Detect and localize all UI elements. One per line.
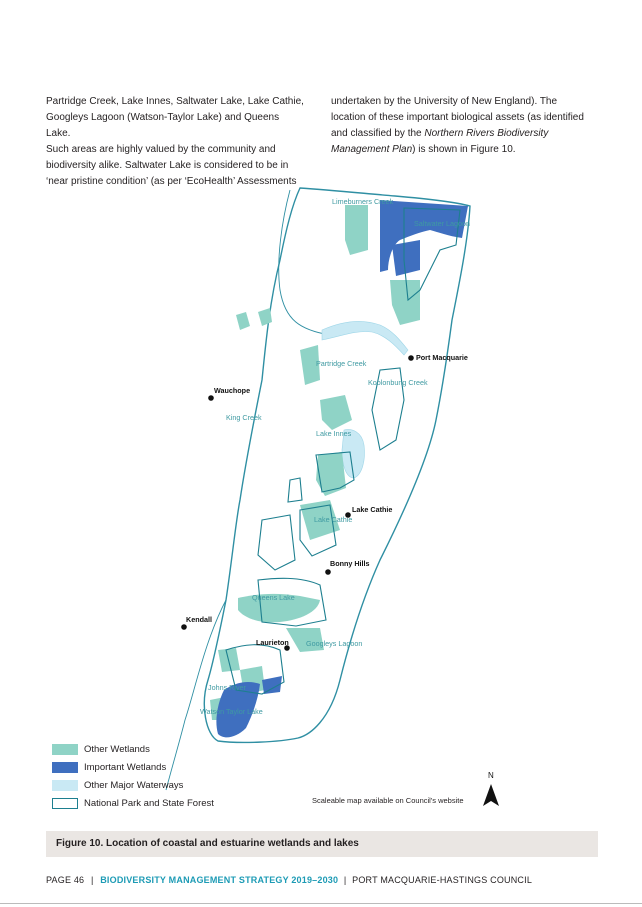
town-label: Laurieton [256, 638, 289, 647]
label-koolonbung-creek: Koolonbung Creek [368, 378, 428, 387]
body-text-line: location of these important biological a… [331, 112, 584, 123]
river-line [165, 599, 227, 791]
town-marker-lake-cathie: Lake Cathie [345, 505, 392, 518]
bottom-rule [0, 903, 642, 904]
legend-swatch [52, 761, 78, 773]
legend-label: Other Major Waterways [84, 779, 184, 791]
river-line [278, 189, 331, 336]
legend-label: National Park and State Forest [84, 797, 214, 809]
legend-swatch [52, 779, 78, 791]
body-text-line: Partridge Creek, Lake Innes, Saltwater L… [46, 96, 304, 107]
body-text-right-column: undertaken by the University of New Engl… [331, 94, 591, 158]
footer-separator: | [90, 875, 94, 885]
town-label: Port Macquarie [416, 353, 468, 362]
legend-swatch [52, 797, 78, 809]
label-limeburners-creek: Limeburners Creek [332, 197, 394, 206]
north-arrow-icon: N [483, 771, 499, 806]
town-label: Lake Cathie [352, 505, 392, 514]
town-label: Bonny Hills [330, 559, 370, 568]
legend-item-other-wetlands: Other Wetlands [52, 740, 214, 758]
body-text-line: and classified by the Northern Rivers Bi… [331, 126, 591, 142]
label-king-creek: King Creek [226, 413, 262, 422]
legend-item-other-waterways: Other Major Waterways [52, 776, 214, 794]
footer-page-number: PAGE 46 [46, 875, 85, 885]
town-marker-kendall: Kendall [181, 615, 212, 630]
legend-swatch [52, 743, 78, 755]
label-lake-cathie-water: Lake Cathie [314, 515, 352, 524]
body-text-line: undertaken by the University of New Engl… [331, 96, 558, 107]
plan-title-italic: Northern Rivers Biodiversity [424, 128, 549, 139]
national-park-layer [225, 207, 461, 695]
legend-label: Important Wetlands [84, 761, 167, 773]
label-johns-river: Johns River [208, 683, 247, 692]
plan-title-italic: Management Plan [331, 144, 413, 155]
label-watson-taylor-lake: Watson Taylor Lake [200, 707, 263, 716]
label-saltwater-lagoon: Saltwater Lagoon [414, 219, 470, 228]
label-lake-innes: Lake Innes [316, 429, 352, 438]
figure-caption: Figure 10. Location of coastal and estua… [56, 838, 359, 849]
town-label: Wauchope [214, 386, 250, 395]
town-label: Kendall [186, 615, 212, 624]
legend-item-national-park: National Park and State Forest [52, 794, 214, 812]
town-marker-port-macquarie: Port Macquarie [408, 353, 468, 362]
footer-separator: | [343, 875, 347, 885]
body-text-line: Such areas are highly valued by the comm… [46, 144, 276, 155]
town-marker-laurieton: Laurieton [256, 638, 290, 651]
body-text-line: Googleys Lagoon (Watson-Taylor Lake) and… [46, 112, 280, 139]
legend-item-important-wetlands: Important Wetlands [52, 758, 214, 776]
important-wetlands-layer [216, 200, 468, 738]
body-text-left-column: Partridge Creek, Lake Innes, Saltwater L… [46, 94, 306, 190]
town-marker-bonny-hills: Bonny Hills [325, 559, 370, 575]
north-label: N [488, 771, 494, 780]
label-queens-lake: Queens Lake [252, 593, 295, 602]
body-text-line: ‘near pristine condition’ (as per ‘EcoHe… [46, 176, 297, 187]
body-text-line: biodiversity alike. Saltwater Lake is co… [46, 160, 289, 171]
body-text-span: ) is shown in Figure 10. [412, 144, 516, 155]
body-text-line: Management Plan) is shown in Figure 10. [331, 142, 591, 158]
figure-caption-bar: Figure 10. Location of coastal and estua… [46, 831, 598, 857]
footer-council-name: PORT MACQUARIE-HASTINGS COUNCIL [352, 875, 533, 885]
lga-boundary [203, 187, 471, 744]
label-partridge-creek: Partridge Creek [316, 359, 367, 368]
label-googleys-lagoon: Googleys Lagoon [306, 639, 362, 648]
body-text-span: and classified by the [331, 128, 425, 139]
scaleable-map-note: Scaleable map available on Council's web… [312, 796, 464, 805]
wetlands-map: Limeburners Creek Saltwater Lagoon Partr… [165, 187, 471, 791]
lake-innes-waterway [341, 429, 365, 479]
map-legend: Other Wetlands Important Wetlands Other … [52, 740, 214, 812]
legend-label: Other Wetlands [84, 743, 150, 755]
town-marker-wauchope: Wauchope [208, 386, 250, 401]
hastings-river-waterway [321, 321, 409, 356]
page-footer: PAGE 46 | BIODIVERSITY MANAGEMENT STRATE… [46, 875, 532, 885]
footer-document-title: BIODIVERSITY MANAGEMENT STRATEGY 2019–20… [100, 875, 339, 885]
